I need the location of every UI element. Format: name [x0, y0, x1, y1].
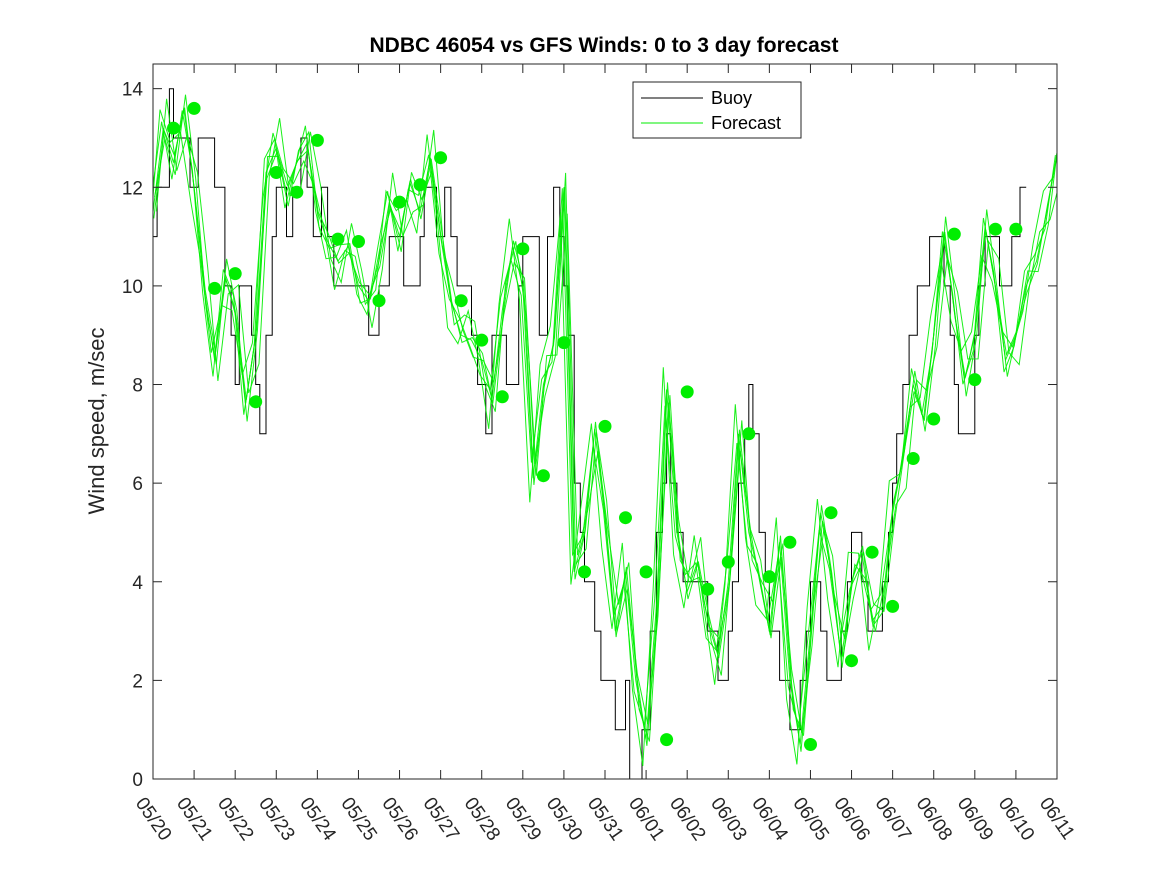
forecast-marker	[619, 511, 632, 525]
x-tick-label: 06/03	[706, 794, 750, 845]
forecast-marker	[824, 506, 838, 520]
forecast-marker	[578, 565, 591, 579]
forecast-marker	[968, 373, 982, 387]
forecast-marker	[886, 599, 900, 613]
forecast-marker	[906, 452, 920, 465]
x-tick-label: 05/21	[172, 794, 216, 845]
x-tick-label: 05/23	[254, 794, 298, 845]
buoy-series-line	[153, 88, 1027, 779]
forecast-marker	[557, 336, 571, 350]
forecast-marker	[249, 395, 263, 409]
forecast-marker	[495, 390, 509, 404]
legend-label-buoy: Buoy	[711, 88, 752, 108]
plot-area	[153, 88, 1057, 779]
forecast-marker	[947, 227, 961, 241]
x-tick-label: 06/10	[994, 794, 1038, 845]
x-tick-label: 06/02	[665, 794, 709, 845]
forecast-marker	[331, 232, 345, 246]
legend-label-forecast: Forecast	[711, 113, 781, 133]
x-tick-label: 05/28	[460, 794, 504, 845]
forecast-marker	[475, 333, 489, 347]
forecast-marker	[762, 570, 776, 584]
forecast-marker	[228, 267, 242, 281]
y-tick-label: 8	[132, 376, 143, 397]
forecast-marker	[804, 738, 817, 751]
forecast-marker	[680, 385, 694, 399]
x-tick-label: 06/11	[1035, 794, 1079, 844]
forecast-marker	[516, 242, 530, 256]
x-tick-label: 06/07	[871, 794, 915, 845]
x-tick-label: 06/05	[788, 794, 832, 845]
forecast-marker	[845, 654, 858, 668]
y-tick-label: 10	[122, 277, 143, 298]
forecast-marker	[372, 294, 386, 308]
forecast-marker	[434, 151, 448, 165]
forecast-series-line-5	[153, 109, 1055, 767]
x-tick-label: 05/27	[419, 794, 463, 845]
x-tick-label: 06/01	[624, 794, 668, 845]
forecast-series-line-3	[153, 110, 1056, 728]
x-tick-label: 05/24	[295, 794, 340, 845]
forecast-marker	[988, 222, 1002, 236]
forecast-marker	[927, 412, 941, 426]
forecast-marker	[1009, 222, 1023, 236]
forecast-marker	[721, 555, 735, 569]
forecast-marker	[742, 427, 756, 441]
y-tick-label: 2	[132, 671, 143, 692]
forecast-marker	[536, 469, 550, 483]
x-tick-label: 06/08	[912, 794, 956, 845]
forecast-marker	[413, 178, 427, 192]
x-tick-label: 06/06	[829, 794, 873, 845]
y-tick-label: 14	[122, 80, 144, 101]
forecast-series-line-2	[154, 94, 1057, 733]
y-axis-label: Wind speed, m/sec	[84, 327, 109, 514]
y-tick-label: 6	[132, 474, 143, 495]
legend-box	[632, 81, 802, 139]
y-tick-label: 4	[132, 573, 143, 594]
forecast-marker	[167, 121, 180, 135]
chart-title: NDBC 46054 vs GFS Winds: 0 to 3 day fore…	[370, 34, 839, 57]
forecast-marker	[208, 281, 222, 295]
forecast-marker	[701, 582, 715, 596]
x-tick-label: 05/25	[336, 794, 380, 845]
x-tick-label: 06/04	[747, 794, 792, 845]
y-tick-label: 12	[122, 178, 143, 199]
forecast-marker	[454, 294, 468, 308]
forecast-marker	[187, 101, 201, 115]
x-tick-label: 05/31	[583, 794, 627, 845]
x-tick-label: 05/22	[213, 794, 257, 845]
legend: Buoy Forecast	[632, 81, 802, 139]
forecast-marker	[290, 185, 304, 199]
forecast-marker	[310, 133, 324, 147]
forecast-marker	[639, 565, 653, 579]
x-tick-label: 05/30	[542, 794, 586, 845]
forecast-marker	[598, 419, 612, 433]
x-tick-label: 05/26	[377, 794, 421, 845]
y-tick-label: 0	[132, 770, 143, 791]
x-tick-label: 05/20	[131, 794, 175, 845]
forecast-series-line-6	[153, 107, 1057, 752]
forecast-marker	[865, 545, 879, 559]
forecast-marker	[393, 195, 406, 209]
forecast-marker	[660, 733, 674, 747]
x-tick-label: 06/09	[953, 794, 997, 845]
forecast-marker	[783, 535, 797, 549]
x-tick-label: 05/29	[501, 794, 545, 845]
forecast-marker	[352, 235, 365, 248]
forecast-marker	[269, 166, 283, 179]
